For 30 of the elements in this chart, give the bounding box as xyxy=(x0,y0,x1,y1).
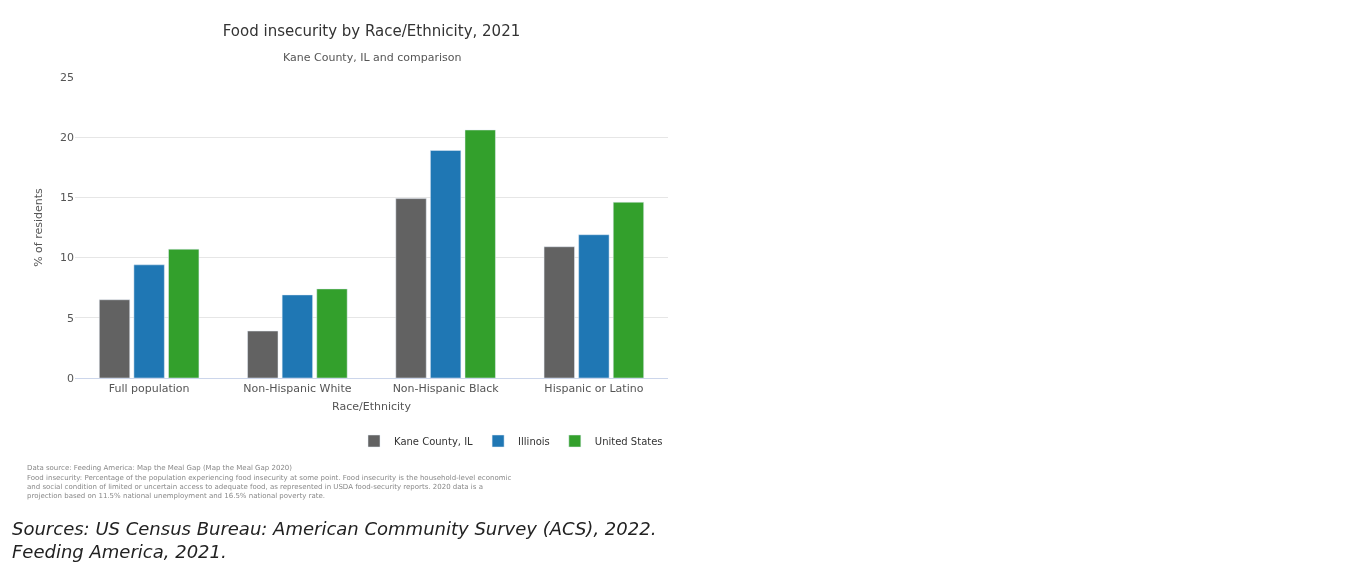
bar xyxy=(133,264,165,378)
bar xyxy=(247,330,279,378)
legend-label: Kane County, IL xyxy=(394,435,474,447)
y-tick-label: 5 xyxy=(67,311,74,325)
y-tick-label: 20 xyxy=(60,131,74,145)
bar xyxy=(430,150,462,378)
x-tick-label: Full population xyxy=(108,382,190,396)
x-tick-label: Non-Hispanic Black xyxy=(392,382,500,396)
bar xyxy=(168,248,200,378)
bar xyxy=(316,288,348,378)
y-tick-label: 25 xyxy=(60,70,74,84)
y-tick-label: 10 xyxy=(60,251,74,265)
y-tick-label: 15 xyxy=(60,191,74,205)
bar xyxy=(578,234,610,378)
x-axis-title: Race/Ethnicity xyxy=(332,400,412,414)
bar xyxy=(395,198,427,378)
bar xyxy=(99,299,130,378)
y-axis-title: % of residents xyxy=(31,187,45,267)
chart-title: Food insecurity by Race/Ethnicity, 2021 xyxy=(222,22,521,41)
legend-label: Illinois xyxy=(518,435,550,447)
chart-subtitle: Kane County, IL and comparison xyxy=(283,51,462,64)
y-tick-label: 0 xyxy=(67,371,74,385)
bar xyxy=(464,129,496,378)
bar xyxy=(543,246,575,378)
bar xyxy=(281,294,313,378)
x-tick-label: Hispanic or Latino xyxy=(544,382,644,396)
x-tick-label: Non-Hispanic White xyxy=(243,382,352,396)
legend-label: United States xyxy=(594,435,663,447)
source-note: Sources: US Census Bureau: American Community Survey (ACS), 2022. Feeding America, 2021. xyxy=(12,518,657,563)
bar xyxy=(613,201,644,378)
